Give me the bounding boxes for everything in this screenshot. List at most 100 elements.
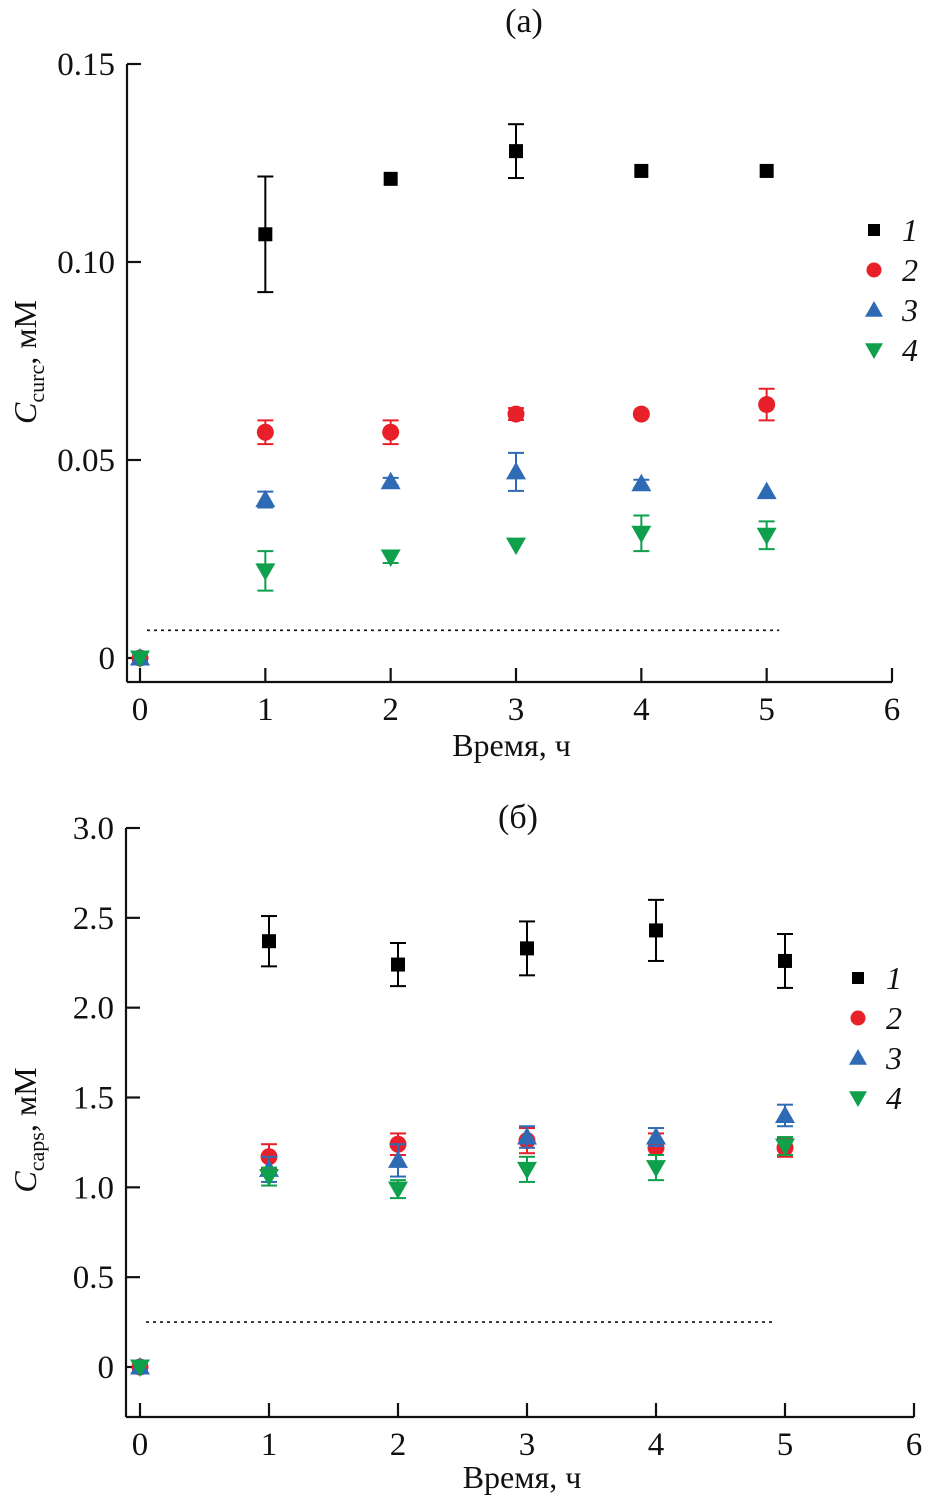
legend-marker-1 <box>852 972 864 984</box>
data-point <box>775 1138 795 1157</box>
y-tick-label: 0.05 <box>57 443 115 479</box>
data-point <box>758 396 776 414</box>
data-point <box>130 1359 150 1377</box>
legend-label: 1 <box>886 960 902 996</box>
y-tick-label: 1.5 <box>73 1081 114 1117</box>
series-4 <box>130 514 777 668</box>
data-point <box>256 423 274 441</box>
series-2 <box>131 1127 794 1376</box>
y-tick-label: 0.5 <box>73 1260 114 1296</box>
chart-title: (a) <box>505 3 543 40</box>
x-tick-label: 2 <box>390 1427 407 1463</box>
y-axis-title-unit: , мМ <box>7 300 43 365</box>
series-3 <box>130 1103 795 1375</box>
y-axis-title-unit: , мМ <box>7 1067 43 1132</box>
data-point <box>380 471 401 490</box>
data-point <box>646 1127 666 1145</box>
data-point <box>756 527 777 546</box>
legend-label: 4 <box>886 1080 902 1116</box>
x-tick-label: 3 <box>519 1427 536 1463</box>
y-axis-title: Ccaps, мМ <box>7 1067 49 1192</box>
legend-label: 3 <box>901 292 918 328</box>
y-tick-label: 2.5 <box>73 901 114 937</box>
data-point <box>649 923 663 938</box>
legend-label: 3 <box>885 1040 902 1076</box>
data-point <box>632 405 650 423</box>
x-tick-label: 3 <box>508 692 525 728</box>
data-point <box>756 481 777 500</box>
x-tick-label: 4 <box>648 1427 665 1463</box>
chart-panel-b: (б) 0 0.5 1.0 1.5 2.0 2.5 3.0 0 1 2 3 4 5 6 Время, ч Cca… <box>7 799 922 1495</box>
y-axis-title-symbol: C <box>7 402 43 424</box>
data-point <box>391 957 405 972</box>
series-4 <box>130 1136 795 1377</box>
series-1 <box>133 123 774 665</box>
data-point <box>517 1161 537 1180</box>
x-tick-label: 6 <box>906 1427 923 1463</box>
y-tick-label: 0 <box>99 641 116 677</box>
x-tick-label: 6 <box>884 692 901 728</box>
data-point <box>631 473 652 492</box>
chart-panel-a: (a) 0 0.05 0.10 0.15 0 1 2 3 4 5 6 Время, ч Ccurc, мМ… <box>7 3 918 763</box>
data-point <box>506 537 526 556</box>
data-point <box>130 650 150 668</box>
x-axis-title: Время, ч <box>452 727 571 763</box>
data-point <box>634 163 649 178</box>
y-tick-label: 1.0 <box>73 1170 114 1206</box>
data-point <box>517 1127 537 1145</box>
x-tick-label: 1 <box>257 692 274 728</box>
legend-label: 1 <box>902 212 918 248</box>
x-tick-label: 4 <box>633 692 650 728</box>
y-tick-label: 3.0 <box>73 811 114 847</box>
legend: 1 2 3 4 <box>849 960 902 1116</box>
x-axis-title: Время, ч <box>463 1459 582 1495</box>
legend: 1 2 3 4 <box>865 212 918 368</box>
data-point <box>775 1105 795 1123</box>
legend-marker-3 <box>865 301 883 317</box>
data-point <box>759 163 774 178</box>
x-tick-label: 5 <box>777 1427 794 1463</box>
data-point <box>255 489 276 508</box>
y-axis-title: Ccurc, мМ <box>7 300 49 424</box>
y-axis-title-subscript: caps <box>24 1132 49 1171</box>
data-point <box>259 1169 279 1187</box>
chart-title: (б) <box>498 799 538 836</box>
legend-marker-4 <box>865 343 883 359</box>
data-point <box>631 525 652 544</box>
legend-marker-2 <box>850 1010 866 1026</box>
legend-marker-4 <box>849 1091 867 1107</box>
data-point <box>778 953 792 968</box>
series-3 <box>130 451 777 666</box>
legend-label: 2 <box>886 1000 902 1036</box>
legend-marker-1 <box>868 224 880 236</box>
data-point <box>258 227 273 242</box>
y-tick-label: 2.0 <box>73 991 114 1027</box>
series-1 <box>133 898 793 1374</box>
series-2 <box>131 387 776 667</box>
data-point <box>388 1181 408 1200</box>
data-point <box>255 563 276 581</box>
x-tick-label: 1 <box>261 1427 278 1463</box>
data-point <box>382 423 400 441</box>
data-point <box>520 941 534 956</box>
data-point <box>262 934 276 949</box>
y-axis-title-subscript: curc <box>24 365 49 403</box>
y-tick-label: 0 <box>98 1350 115 1386</box>
legend-marker-3 <box>849 1049 867 1065</box>
data-point <box>388 1150 408 1168</box>
x-tick-label: 0 <box>132 1427 149 1463</box>
y-tick-label: 0.10 <box>57 245 115 281</box>
y-axis-title-symbol: C <box>7 1171 43 1193</box>
x-tick-label: 5 <box>758 692 775 728</box>
x-tick-label: 0 <box>132 692 149 728</box>
legend-marker-2 <box>866 262 882 278</box>
legend-label: 2 <box>902 252 918 288</box>
legend-label: 4 <box>902 332 918 368</box>
data-point <box>383 171 398 186</box>
x-tick-label: 2 <box>382 692 399 728</box>
data-point <box>507 405 525 423</box>
data-point <box>509 144 523 159</box>
data-point <box>506 461 526 480</box>
data-point <box>380 549 401 568</box>
